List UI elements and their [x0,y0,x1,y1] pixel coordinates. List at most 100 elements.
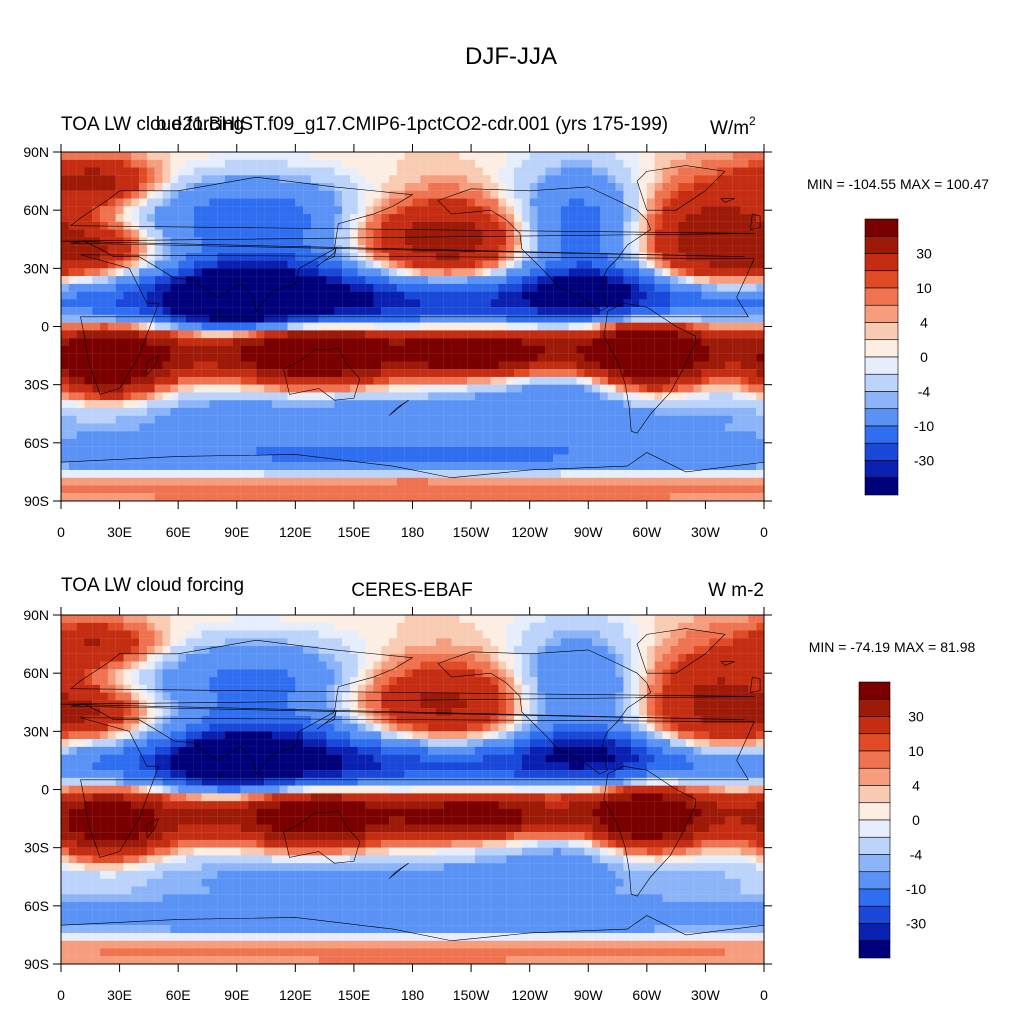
field-cell [521,237,530,246]
field-cell [560,291,569,300]
field-cell [178,415,187,424]
field-cell [521,638,530,647]
field-cell [740,299,749,308]
field-cell [201,206,210,215]
field-cell [490,485,499,494]
field-cell [404,477,413,486]
field-cell [170,252,179,261]
field-cell [420,369,429,378]
field-cell [185,477,194,486]
field-cell [420,152,429,160]
field-cell [185,283,194,292]
field-cell [381,167,390,176]
field-cell [639,345,647,354]
field-cell [732,653,741,662]
field-cell [474,485,483,494]
field-cell [584,229,593,238]
field-cell [123,167,132,176]
field-cell [232,299,241,308]
field-cell [537,392,546,401]
field-cell [685,353,694,362]
field-cell [146,423,155,432]
field-cell [670,229,679,238]
field-cell [482,183,491,191]
field-cell [381,630,390,639]
field-cell [92,369,101,378]
field-cell [209,314,218,323]
field-cell [506,423,515,432]
field-cell [131,646,140,654]
field-cell [185,400,194,409]
field-cell [287,198,296,207]
field-cell [154,283,163,292]
field-cell [76,299,85,308]
field-cell [514,183,522,191]
field-cell [318,485,327,494]
field-cell [545,206,554,215]
field-cell [225,630,233,639]
field-cell [568,206,577,215]
field-cell [451,291,460,300]
field-cell [350,338,358,346]
field-cell [701,392,710,401]
field-cell [185,299,194,308]
field-cell [560,268,569,277]
field-cell [209,221,218,230]
field-cell [732,392,741,401]
field-cell [131,485,140,494]
field-cell [685,646,694,654]
field-cell [724,431,733,440]
field-cell [474,291,483,300]
field-cell [217,622,226,631]
field-cell [482,407,491,416]
field-cell [107,361,116,370]
field-cell [326,638,335,647]
field-cell [459,183,468,191]
field-cell [396,283,405,292]
field-cell [396,392,405,401]
field-cell [717,307,726,315]
field-cell [310,214,319,222]
field-cell [279,353,288,362]
field-cell [435,159,444,168]
field-cell [131,477,140,486]
field-cell [193,245,202,253]
field-cell [701,669,710,678]
field-cell [428,260,437,269]
field-cell [287,245,296,253]
field-cell [373,454,382,463]
field-cell [670,615,679,623]
field-cell [232,638,241,647]
field-cell [185,190,194,199]
field-cell [100,167,108,176]
field-cell [178,407,187,416]
field-cell [162,221,171,230]
field-cell [639,376,647,385]
field-cell [193,376,202,385]
field-cell [326,376,335,385]
field-cell [654,400,663,409]
field-cell [693,268,702,277]
field-cell [154,322,163,331]
field-cell [490,345,499,354]
field-cell [240,669,249,678]
field-cell [607,653,616,662]
field-cell [615,423,624,432]
field-cell [506,400,515,409]
x-tick-label: 150E [338,524,371,540]
field-cell [256,237,265,246]
field-cell [154,615,163,623]
field-cell [310,307,319,315]
field-cell [92,152,101,160]
field-cell [537,646,546,654]
field-cell [732,330,741,339]
field-cell [420,245,429,253]
field-cell [381,477,390,486]
field-cell [162,152,171,160]
field-cell [607,353,616,362]
field-cell [326,276,335,284]
field-cell [428,338,437,346]
field-cell [193,407,202,416]
field-cell [678,307,686,315]
field-cell [623,431,632,440]
